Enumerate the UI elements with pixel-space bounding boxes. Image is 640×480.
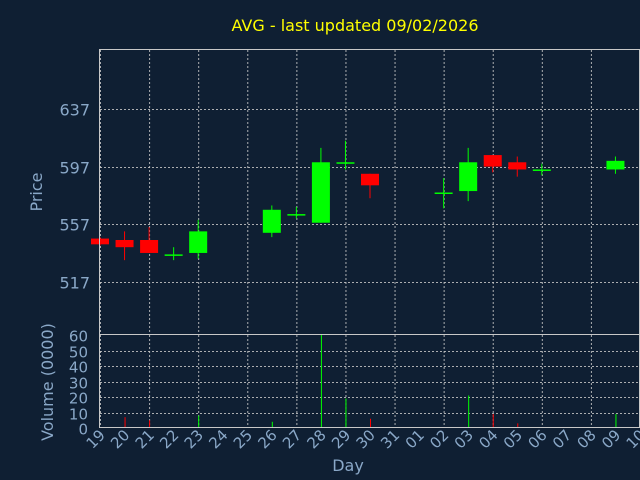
day-tick-label: 27 [279, 426, 305, 452]
candle-body [434, 192, 453, 194]
day-axis-title: Day [332, 456, 364, 475]
candle-body [311, 162, 330, 223]
day-tick-label: 02 [426, 426, 452, 452]
day-tick-label: 21 [132, 426, 158, 452]
candle-body [508, 162, 527, 170]
day-tick-label: 20 [107, 426, 133, 452]
day-tick-label: 29 [328, 426, 354, 452]
volume-tick-label: 10 [69, 406, 88, 424]
day-tick-label: 07 [549, 426, 575, 452]
volume-gridlines [100, 335, 640, 428]
price-axis-title: Price [27, 172, 46, 211]
day-tick-label: 05 [500, 426, 526, 452]
day-tick-label: 01 [402, 426, 428, 452]
candle-body [459, 162, 478, 192]
day-tick-label: 06 [524, 426, 550, 452]
price-tick-labels: 517 557 597 637 [59, 101, 90, 293]
day-tick-label: 03 [451, 426, 477, 452]
candle-body [361, 173, 379, 186]
day-tick-labels: 1920212223242526272829303101020304050607… [83, 426, 640, 452]
day-tick-label: 23 [181, 426, 207, 452]
candle-body [336, 162, 355, 164]
day-tick-label: 25 [230, 426, 256, 452]
volume-tick-label: 50 [69, 344, 88, 362]
day-tick-label: 24 [205, 426, 231, 452]
volume-bars [124, 335, 617, 428]
volume-tick-label: 0 [78, 421, 88, 439]
candle-body [262, 209, 281, 233]
volume-tick-label: 30 [69, 375, 88, 393]
candle-body [140, 240, 159, 253]
day-tick-label: 09 [598, 426, 624, 452]
day-tick-label: 04 [475, 426, 501, 452]
price-candles [91, 140, 625, 261]
day-tick-label: 30 [353, 426, 379, 452]
price-gridlines [100, 50, 640, 335]
candle-body [115, 240, 134, 248]
volume-tick-label: 40 [69, 359, 88, 377]
candle-body [164, 254, 183, 256]
candle-body [189, 231, 208, 253]
candle-body [532, 169, 551, 171]
price-tick-label: 517 [59, 274, 90, 293]
price-tick-label: 637 [59, 101, 90, 120]
day-tick-label: 28 [304, 426, 330, 452]
price-tick-label: 597 [59, 159, 90, 178]
price-tick-label: 557 [59, 216, 90, 235]
day-tick-label: 10 [623, 426, 640, 452]
volume-axis-title: Volume (0000) [38, 323, 57, 441]
day-tick-label: 26 [254, 426, 280, 452]
chart-title: AVG - last updated 09/02/2026 [232, 16, 479, 35]
day-tick-label: 22 [156, 426, 182, 452]
day-tick-label: 08 [574, 426, 600, 452]
candle-body [606, 160, 625, 170]
volume-tick-label: 60 [69, 328, 88, 346]
volume-tick-label: 20 [69, 390, 88, 408]
candle-body [483, 155, 502, 167]
day-tick-label: 31 [377, 426, 403, 452]
candle-body [287, 214, 306, 216]
